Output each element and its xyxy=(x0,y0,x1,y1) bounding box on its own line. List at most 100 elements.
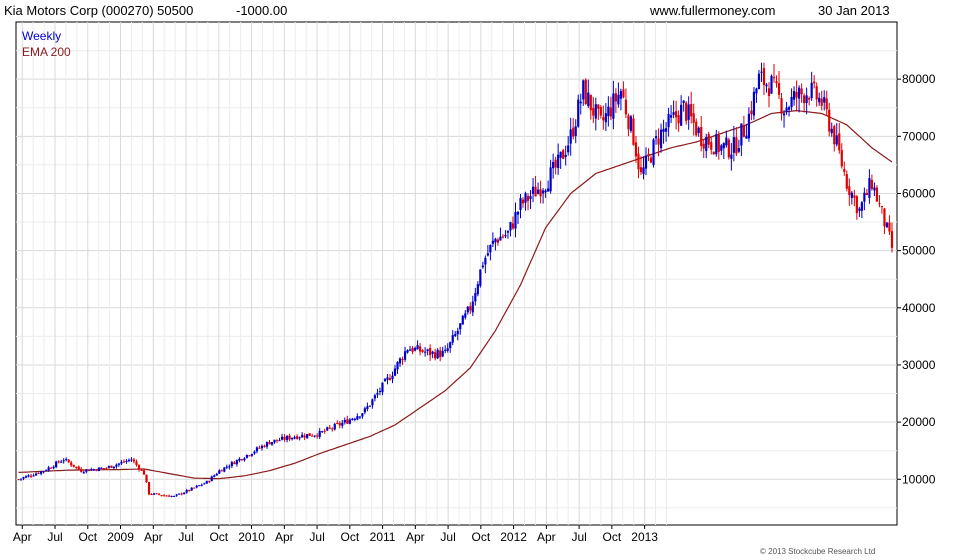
candle-body xyxy=(524,193,527,203)
candle xyxy=(466,306,469,315)
candle xyxy=(504,230,507,239)
candle-body xyxy=(725,137,728,146)
candle-body xyxy=(464,313,467,318)
candle xyxy=(506,230,510,239)
candle xyxy=(175,493,178,497)
candle-body xyxy=(624,99,628,115)
candle xyxy=(820,90,823,111)
candle xyxy=(516,210,520,225)
candle xyxy=(547,180,550,192)
candle-body xyxy=(37,473,40,475)
candle xyxy=(639,156,643,176)
candle xyxy=(245,454,249,459)
candle-body xyxy=(554,159,557,168)
candle xyxy=(296,434,299,440)
candle xyxy=(290,437,294,441)
candle xyxy=(629,114,633,133)
candle-body xyxy=(848,186,851,196)
candle-body xyxy=(496,239,500,243)
candle-body xyxy=(132,459,136,462)
candle xyxy=(557,143,560,175)
candle-body xyxy=(868,178,871,198)
candle xyxy=(554,156,557,175)
candle-body xyxy=(240,459,243,461)
candle-body xyxy=(539,189,542,197)
candle xyxy=(745,123,748,139)
candle-body xyxy=(145,474,148,483)
candle xyxy=(579,93,582,115)
copyright: © 2013 Stockcube Research Ltd xyxy=(760,547,875,556)
candle-body xyxy=(200,484,203,486)
candle-body xyxy=(780,98,783,114)
candle-body xyxy=(750,110,753,115)
candle-body xyxy=(607,106,610,117)
candle-body xyxy=(767,88,771,97)
candle-body xyxy=(619,91,623,99)
candle-body xyxy=(762,68,766,86)
candle-body xyxy=(582,80,585,100)
candle xyxy=(667,107,670,137)
candle-body xyxy=(830,128,833,134)
candle xyxy=(657,128,660,157)
candle xyxy=(358,416,361,420)
candle xyxy=(411,345,414,355)
candle-body xyxy=(190,487,193,491)
candle xyxy=(752,87,756,120)
candle xyxy=(622,81,625,99)
candle xyxy=(833,124,836,152)
candle xyxy=(597,104,600,120)
candle xyxy=(642,156,645,180)
candles xyxy=(17,62,894,498)
candle-body xyxy=(509,222,512,231)
candle-body xyxy=(489,244,492,253)
candle xyxy=(870,174,874,191)
candle xyxy=(353,417,356,422)
candle xyxy=(449,341,452,353)
candle xyxy=(37,472,40,475)
candle xyxy=(90,467,93,471)
candle-body xyxy=(627,115,630,130)
candle xyxy=(549,159,552,194)
candle-body xyxy=(288,435,291,440)
candle-body xyxy=(664,128,668,132)
candle xyxy=(446,343,449,353)
y-tick-label: 60000 xyxy=(902,186,936,200)
candle xyxy=(85,469,88,474)
candle xyxy=(541,187,545,204)
candle xyxy=(250,453,254,457)
candle xyxy=(210,475,213,482)
y-tick-label: 40000 xyxy=(902,301,936,315)
candle xyxy=(50,466,53,469)
candle xyxy=(45,469,48,472)
candle-body xyxy=(386,377,389,380)
candle xyxy=(855,195,858,220)
candle xyxy=(444,345,447,354)
candle-body xyxy=(298,437,301,439)
candle xyxy=(486,245,489,257)
candle-body xyxy=(511,223,515,229)
candle-body xyxy=(255,447,259,452)
candle xyxy=(366,402,369,412)
legend-weekly: Weekly xyxy=(22,29,61,43)
candle-body xyxy=(476,284,479,295)
candle-body xyxy=(858,208,861,211)
candle-body xyxy=(434,352,437,359)
candle xyxy=(275,439,279,444)
candle-body xyxy=(34,473,38,476)
candle xyxy=(589,94,592,120)
candle xyxy=(474,287,477,306)
candle xyxy=(491,232,494,248)
candle-body xyxy=(70,462,73,466)
candle-body xyxy=(519,197,522,211)
candle-body xyxy=(238,458,241,461)
candle-body xyxy=(863,192,866,202)
candle xyxy=(501,234,505,239)
candle xyxy=(253,450,256,455)
legend-ema: EMA 200 xyxy=(22,45,71,59)
candle-body xyxy=(818,97,821,103)
candle xyxy=(105,467,108,471)
candle-body xyxy=(210,476,213,482)
candle xyxy=(67,458,70,464)
candle xyxy=(454,331,457,338)
